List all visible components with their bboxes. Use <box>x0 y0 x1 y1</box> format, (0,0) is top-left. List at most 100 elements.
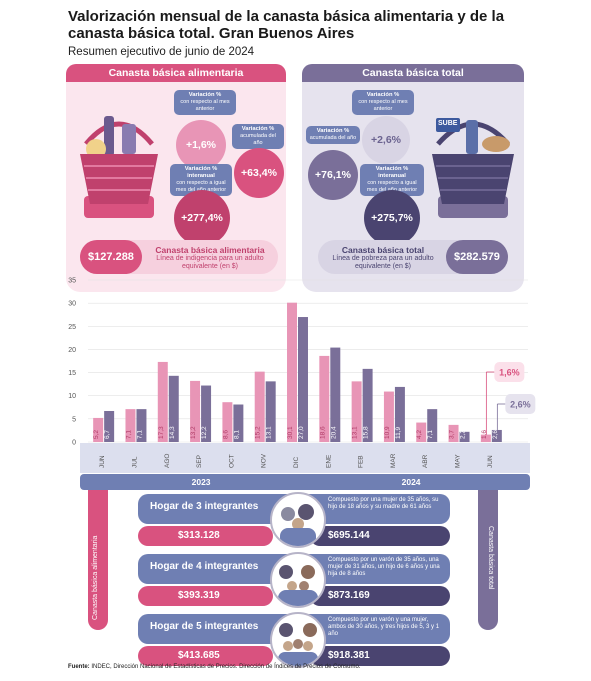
x-tick-label: NOV <box>261 453 268 468</box>
bar-value-label: 20,4 <box>330 426 337 439</box>
bar-value-label: 2,2 <box>460 430 467 439</box>
bar-cbt <box>427 409 438 442</box>
x-tick-label: JUN <box>487 455 494 468</box>
bar-value-label: 8,6 <box>222 430 229 439</box>
hogar-5-cbt: $918.381 <box>310 646 450 666</box>
bar-cbt <box>394 386 405 442</box>
y-tick-label: 30 <box>68 301 76 308</box>
bar-cba <box>190 380 201 442</box>
hogar-4-label: Hogar de 4 integrantes <box>150 561 259 572</box>
hogar-3-card: Hogar de 3 integrantes Compuesto por una… <box>138 492 450 548</box>
x-tick-label: JUL <box>131 456 138 468</box>
bar-value-label: 8,1 <box>233 430 240 439</box>
callout-box <box>505 394 536 414</box>
hogar-5-label: Hogar de 5 integrantes <box>150 621 259 632</box>
y-tick-label: 25 <box>68 324 76 331</box>
bar-cbt <box>168 375 179 442</box>
bar-cbt <box>491 429 502 442</box>
y-tick-label: 20 <box>68 347 76 354</box>
bar-cba <box>254 371 265 442</box>
month-band <box>80 443 530 473</box>
bar-cba <box>383 391 394 442</box>
hogar-4-card: Hogar de 4 integrantes Compuesto por un … <box>138 552 450 608</box>
bar-cba <box>222 402 233 442</box>
bar-cba <box>480 434 491 442</box>
year-label: 2024 <box>402 477 421 487</box>
cbt-side-label: Canasta básica total <box>487 526 494 590</box>
cba-var-acum-value: +63,4% <box>234 148 284 198</box>
cba-var-mensual-value: +1,6% <box>176 120 226 170</box>
bar-cbt <box>265 381 276 442</box>
y-tick-label: 0 <box>72 440 76 447</box>
x-tick-label: DIC <box>293 457 300 469</box>
bar-cbt <box>136 409 147 442</box>
hogar-4-cbt: $873.169 <box>310 586 450 606</box>
bar-value-label: 27,0 <box>298 426 305 439</box>
bar-value-label: 2,6 <box>492 430 499 439</box>
cbt-price: $282.579 <box>446 240 508 274</box>
bar-cbt <box>104 410 115 442</box>
cbt-var-mensual-label: Variación % con respecto al mes anterior <box>352 90 414 115</box>
goods-basket-icon <box>432 118 514 218</box>
cba-price-desc: Canasta básica alimentaria Línea de indig… <box>155 245 265 270</box>
x-tick-label: OCT <box>228 454 235 468</box>
bar-value-label: 18,6 <box>319 426 326 439</box>
bar-cba <box>125 409 136 442</box>
cbt-price-desc: Canasta básica total Línea de pobreza par… <box>332 245 434 270</box>
cba-panel-title: Canasta básica alimentaria <box>66 64 286 82</box>
bar-cba <box>448 424 459 442</box>
cba-var-acum-label: Variación % acumulada del año <box>232 124 284 149</box>
bar-value-label: 13,1 <box>352 426 359 439</box>
bar-value-label: 3,7 <box>449 430 456 439</box>
callout-box <box>494 362 525 382</box>
hogar-3-cba: $313.128 <box>138 526 273 546</box>
callout-label: 1,6% <box>499 368 520 378</box>
cbt-price-bar: Canasta básica total Línea de pobreza par… <box>318 240 508 274</box>
bar-value-label: 7,1 <box>136 430 143 439</box>
hogar-5-card: Hogar de 5 integrantes Compuesto por un … <box>138 612 450 668</box>
bar-value-label: 6,7 <box>104 430 111 439</box>
bar-value-label: 4,2 <box>416 430 423 439</box>
bar-value-label: 30,1 <box>287 426 294 439</box>
x-tick-label: AGO <box>164 454 171 468</box>
cbt-side-strip: Canasta básica total <box>478 490 498 630</box>
y-tick-label: 35 <box>68 278 76 285</box>
bar-cba <box>319 355 330 442</box>
bar-value-label: 10,9 <box>384 426 391 439</box>
bar-value-label: 15,8 <box>363 426 370 439</box>
bar-value-label: 1,6 <box>481 430 488 439</box>
bar-value-label: 7,1 <box>427 430 434 439</box>
hogar-4-cba: $393.319 <box>138 586 273 606</box>
bar-cbt <box>330 347 341 442</box>
source-note: Fuente: INDEC, Dirección Nacional de Est… <box>68 664 361 670</box>
bar-cba <box>416 422 427 442</box>
bar-cbt <box>233 404 244 442</box>
x-tick-label: FEB <box>358 455 365 468</box>
year-label: 2023 <box>192 477 211 487</box>
bar-value-label: 13,1 <box>266 426 273 439</box>
bar-value-label: 11,9 <box>395 426 402 439</box>
hogar-3-label: Hogar de 3 integrantes <box>150 501 259 512</box>
cba-var-inter-value: +277,4% <box>174 190 230 246</box>
bar-cbt <box>201 385 212 442</box>
family-avatar-icon <box>270 492 326 548</box>
monthly-variation-chart: 0 5 10 15 20 25 30 35 2023 2024 5,2 6,7 JUN 7,1 7,1 JUL… <box>68 278 536 490</box>
bar-cbt <box>362 368 373 442</box>
bar-value-label: 5,2 <box>93 430 100 439</box>
callout-label: 2,6% <box>510 400 531 410</box>
page-title: Valorización mensual de la canasta básic… <box>68 8 505 42</box>
y-tick-label: 5 <box>72 416 76 423</box>
y-tick-label: 10 <box>68 393 76 400</box>
cba-var-mensual-label: Variación % con respecto al mes anterior <box>174 90 236 115</box>
sube-tag: SUBE <box>438 120 458 127</box>
bar-cba <box>287 302 297 442</box>
bar-cbt <box>298 317 308 442</box>
cbt-var-acum-value: +76,1% <box>308 150 358 200</box>
cba-price: $127.288 <box>80 240 142 274</box>
bar-value-label: 12,2 <box>201 426 208 439</box>
cba-side-strip: Canasta básica alimentaria <box>88 490 108 630</box>
bar-cba <box>93 417 104 442</box>
family-avatar-icon <box>270 612 326 668</box>
x-tick-label: MAR <box>390 453 397 468</box>
bar-value-label: 13,2 <box>190 426 197 439</box>
